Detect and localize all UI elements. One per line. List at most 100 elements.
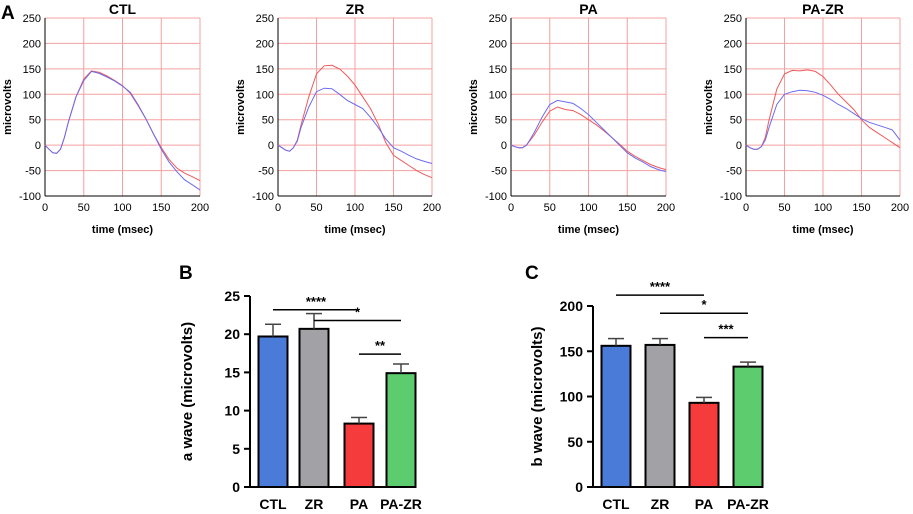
y-tick-label: 0 (575, 479, 583, 495)
x-tick-label: 50 (544, 202, 556, 214)
significance-label: *** (718, 322, 734, 337)
y-tick-label: 50 (29, 115, 41, 127)
y-axis-label: b wave (microvolts) (529, 326, 546, 466)
y-tick-label: 150 (560, 343, 584, 359)
x-tick-label: 150 (852, 202, 870, 214)
significance-label: * (355, 304, 361, 319)
y-tick-label: -50 (491, 166, 507, 178)
category-label-pa: PA (695, 496, 713, 512)
significance-label: **** (650, 279, 671, 294)
x-axis-label: time (msec) (92, 224, 153, 236)
y-tick-label: 25 (224, 288, 240, 304)
category-label-pa-zr: PA-ZR (727, 496, 769, 512)
y-tick-label: -100 (485, 191, 507, 203)
bar-pa-zr (385, 372, 417, 488)
category-label-ctl: CTL (259, 496, 287, 512)
category-label-ctl: CTL (602, 496, 630, 512)
series-line-blue (277, 87, 433, 164)
x-tick-label: 50 (778, 202, 790, 214)
y-tick-label: 0 (35, 140, 41, 152)
y-tick-label: 100 (256, 89, 274, 101)
x-tick-label: 200 (657, 202, 675, 214)
bar-ctl (257, 335, 289, 488)
y-tick-label: -100 (720, 191, 742, 203)
panel-label-a: A (1, 3, 15, 24)
significance-label: * (701, 297, 707, 312)
y-tick-label: 150 (256, 64, 274, 76)
x-tick-label: 50 (78, 202, 90, 214)
bar-chart-c: 0 50 100 150 200 b wave (microvolts) CTL ZR PA PA… (529, 279, 769, 512)
bar-zr (644, 343, 676, 489)
x-tick-label: 200 (891, 202, 909, 214)
y-tick-label: 0 (232, 479, 240, 495)
x-tick-label: 0 (508, 202, 514, 214)
y-tick-label: 200 (724, 38, 742, 50)
x-tick-label: 0 (275, 202, 281, 214)
y-tick-label: 250 (23, 13, 41, 25)
y-tick-label: 50 (567, 434, 583, 450)
bar-panels: 0 5 10 15 20 25 a wave (microvolts) CTL ZR PA PA-Z… (179, 279, 769, 512)
y-tick-label: 150 (23, 64, 41, 76)
x-tick-label: 100 (814, 202, 832, 214)
x-axis-label: time (msec) (792, 224, 853, 236)
y-tick-label: 250 (724, 13, 742, 25)
series-line-blue (745, 89, 901, 150)
x-tick-label: 100 (113, 202, 131, 214)
bar-chart-b: 0 5 10 15 20 25 a wave (microvolts) CTL ZR PA PA-Z… (179, 288, 422, 512)
category-label-zr: ZR (305, 496, 324, 512)
significance-label: **** (306, 294, 327, 309)
bar-pa (343, 422, 375, 489)
y-axis-label: microvolts (2, 79, 14, 135)
y-tick-label: 100 (489, 89, 507, 101)
y-tick-label: 0 (736, 140, 742, 152)
y-tick-label: 0 (268, 140, 274, 152)
y-tick-label: 5 (232, 441, 240, 457)
x-tick-label: 200 (423, 202, 441, 214)
y-tick-label: 250 (256, 13, 274, 25)
y-tick-label: 100 (724, 89, 742, 101)
y-tick-label: 50 (730, 115, 742, 127)
y-axis-label: microvolts (703, 79, 715, 135)
y-tick-label: 100 (23, 89, 41, 101)
category-label-zr: ZR (651, 496, 670, 512)
x-tick-label: 0 (743, 202, 749, 214)
y-tick-label: 15 (224, 364, 240, 380)
y-tick-label: -100 (19, 191, 41, 203)
y-tick-label: 50 (495, 115, 507, 127)
x-axis-label: time (msec) (558, 224, 619, 236)
y-tick-label: -50 (25, 166, 41, 178)
y-tick-label: 200 (489, 38, 507, 50)
y-tick-label: 10 (224, 403, 240, 419)
x-tick-label: 100 (346, 202, 364, 214)
y-tick-label: 50 (262, 115, 274, 127)
chart-title: CTL (109, 1, 137, 17)
y-tick-label: 200 (23, 38, 41, 50)
x-tick-label: 0 (42, 202, 48, 214)
x-tick-label: 50 (310, 202, 322, 214)
x-axis-label: time (msec) (324, 224, 385, 236)
y-tick-label: -50 (258, 166, 274, 178)
x-tick-label: 150 (384, 202, 402, 214)
x-tick-label: 200 (191, 202, 209, 214)
y-tick-label: -50 (726, 166, 742, 178)
panel-label-b: B (179, 263, 193, 284)
y-axis-label: a wave (microvolts) (179, 322, 196, 461)
y-tick-label: 100 (560, 389, 584, 405)
y-tick-label: 0 (501, 140, 507, 152)
bar-pa-zr (732, 365, 764, 489)
series-line-blue (510, 99, 667, 173)
y-tick-label: 200 (560, 298, 584, 314)
chart-title: ZR (346, 1, 365, 17)
chart-title: PA-ZR (802, 1, 844, 17)
bar-ctl (600, 344, 632, 488)
x-tick-label: 100 (579, 202, 597, 214)
y-tick-label: 150 (489, 64, 507, 76)
bar-pa (688, 401, 720, 488)
series-line-blue (44, 70, 201, 191)
y-axis-label: microvolts (468, 79, 480, 135)
